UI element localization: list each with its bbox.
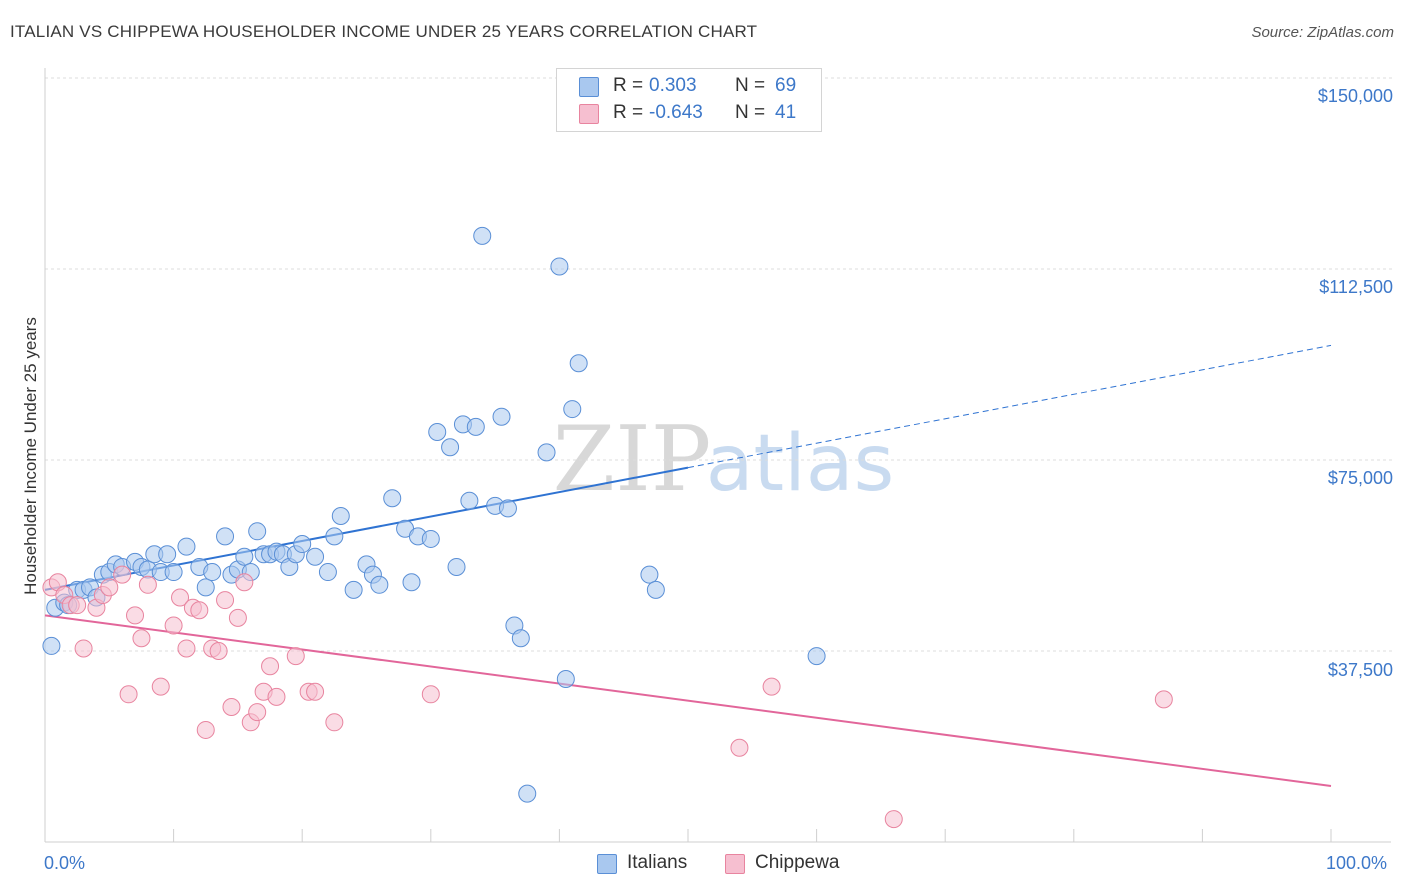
- italians-point: [556, 670, 575, 689]
- chippewa-point: [74, 639, 93, 658]
- italians-point: [318, 563, 337, 582]
- italians-r-value: 0.303: [649, 75, 697, 96]
- italians-point: [164, 563, 183, 582]
- n-label: N =: [735, 75, 766, 96]
- italians-point: [248, 522, 267, 541]
- italians-point: [158, 545, 177, 564]
- chippewa-point: [209, 642, 228, 660]
- chippewa-point: [267, 687, 286, 706]
- r-label: R =: [613, 75, 644, 96]
- italians-point: [42, 636, 61, 655]
- y-tick-label-75000: $75,000: [1327, 468, 1393, 488]
- data-points: [42, 226, 1173, 829]
- chippewa-n-value: 41: [775, 102, 797, 123]
- chippewa-point: [119, 685, 138, 704]
- italians-point: [511, 629, 530, 648]
- chippewa-point: [113, 565, 132, 584]
- chippewa-point: [248, 703, 267, 722]
- x-tick-label-max: 100.0%: [1326, 853, 1388, 873]
- chippewa-point: [730, 738, 749, 757]
- chippewa-point: [228, 608, 247, 627]
- italians-point: [640, 565, 659, 584]
- italians-point: [807, 647, 826, 666]
- italians-point: [421, 529, 440, 548]
- italians-point: [466, 417, 485, 436]
- chippewa-point: [100, 578, 119, 597]
- watermark-atlas: atlas: [706, 419, 895, 509]
- italians-point: [537, 443, 556, 462]
- chippewa-legend-label: Chippewa: [755, 852, 840, 873]
- chippewa-point: [216, 591, 235, 610]
- chippewa-point: [196, 720, 215, 739]
- italians-trend-extension: [687, 344, 1332, 469]
- italians-point: [325, 527, 344, 546]
- italians-point: [492, 407, 511, 426]
- chippewa-point: [1154, 690, 1173, 709]
- italians-point: [460, 491, 479, 510]
- italians-swatch: [579, 77, 599, 97]
- italians-legend-label: Italians: [627, 852, 688, 873]
- italians-point: [550, 257, 569, 276]
- italians-point: [370, 575, 389, 594]
- chippewa-point: [126, 606, 145, 625]
- chippewa-point: [190, 601, 209, 620]
- italians-point: [563, 400, 582, 419]
- chippewa-point: [164, 616, 183, 635]
- chippewa-point: [138, 575, 157, 594]
- chippewa-swatch: [579, 104, 599, 124]
- source-label: Source: ZipAtlas.com: [1251, 24, 1394, 41]
- italians-n-value: 69: [775, 75, 797, 96]
- chippewa-point: [261, 657, 280, 676]
- chart-title: ITALIAN VS CHIPPEWA HOUSEHOLDER INCOME U…: [10, 22, 758, 41]
- italians-point: [177, 537, 196, 556]
- chippewa-point: [306, 682, 325, 701]
- stats-legend: R = 0.303 N = 69 R = -0.643 N = 41: [556, 68, 822, 132]
- axes: [44, 68, 1391, 843]
- italians-point: [518, 784, 537, 803]
- italians-point: [331, 507, 350, 526]
- italians-point: [216, 527, 235, 546]
- chippewa-legend-swatch: [725, 854, 745, 874]
- italians-point: [196, 578, 215, 597]
- italians-point: [447, 557, 466, 576]
- italians-point: [646, 580, 665, 599]
- chippewa-point: [286, 647, 305, 666]
- y-tick-label-150000: $150,000: [1317, 86, 1393, 106]
- chippewa-point: [762, 677, 781, 696]
- chippewa-point: [325, 713, 344, 732]
- chippewa-point: [222, 698, 241, 717]
- italians-point: [498, 499, 517, 518]
- chippewa-point: [421, 685, 440, 704]
- chippewa-point: [151, 677, 170, 696]
- chippewa-point: [171, 588, 190, 607]
- chippewa-point: [68, 596, 87, 615]
- chippewa-r-value: -0.643: [649, 102, 703, 123]
- italians-point: [441, 438, 460, 457]
- n-label: N =: [735, 102, 766, 123]
- chippewa-point: [132, 629, 151, 648]
- italians-point: [383, 489, 402, 508]
- chippewa-point: [235, 573, 254, 592]
- italians-point: [306, 547, 325, 566]
- italians-point: [235, 547, 254, 566]
- y-tick-label-112500: $112,500: [1319, 277, 1393, 297]
- y-tick-label-37500: $37,500: [1327, 660, 1393, 680]
- italians-point: [569, 354, 588, 373]
- italians-legend-swatch: [597, 854, 617, 874]
- italians-point: [428, 422, 447, 441]
- italians-point: [203, 563, 222, 582]
- italians-point: [293, 535, 312, 554]
- italians-point: [402, 573, 421, 592]
- italians-point: [473, 226, 492, 245]
- italians-point: [344, 580, 363, 599]
- chippewa-point: [884, 810, 903, 829]
- r-label: R =: [613, 102, 644, 123]
- x-tick-label-min: 0.0%: [44, 853, 86, 873]
- chippewa-trend-line: [44, 614, 1332, 787]
- y-axis-label: Householder Income Under 25 years: [21, 317, 40, 595]
- chippewa-point: [177, 639, 196, 658]
